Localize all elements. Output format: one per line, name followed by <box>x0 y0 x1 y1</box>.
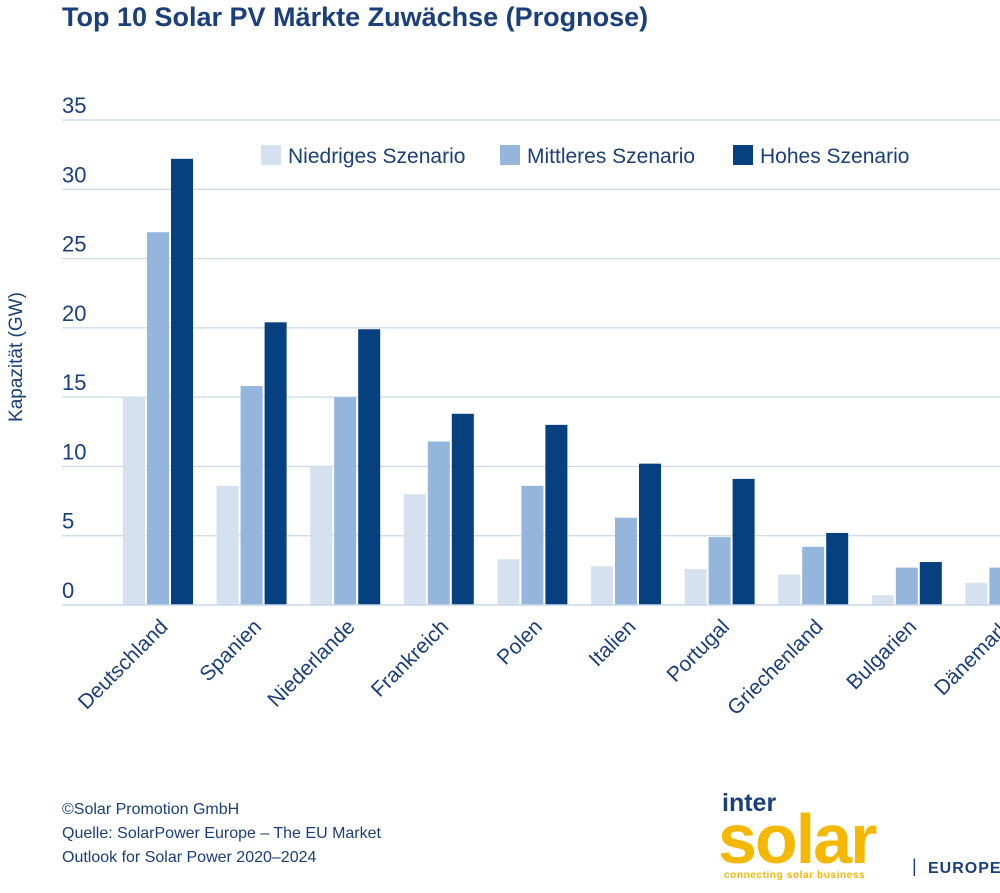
legend-label: Hohes Szenario <box>760 145 909 168</box>
logo-inter-word: inter <box>722 789 776 817</box>
intersolar-europe-logo: inter solar connecting solar business | … <box>718 789 1000 881</box>
logo-separator: | <box>912 856 917 876</box>
bar-spanien-1 <box>240 386 263 605</box>
bar-deutschland-0 <box>123 397 145 605</box>
bar-spanien-0 <box>216 485 239 605</box>
bar-italien-1 <box>615 517 637 605</box>
legend-swatch <box>733 145 753 165</box>
gridlines <box>62 119 1000 537</box>
bar-portugal-2 <box>732 478 755 605</box>
y-tick-label: 35 <box>62 93 86 118</box>
bar-italien-0 <box>591 566 613 605</box>
y-axis-tick-labels: 0 5 10 15 20 25 30 35 <box>62 93 86 603</box>
footer: ©Solar Promotion GmbH Quelle: SolarPower… <box>62 798 381 870</box>
bar-niederlande-1 <box>334 397 357 605</box>
bar-frankreich-0 <box>403 494 426 605</box>
y-axis-label: Kapazität (GW) <box>6 292 27 422</box>
logo-tagline: connecting solar business <box>724 870 865 881</box>
y-tick-label: 0 <box>62 578 74 603</box>
bar-dänemark-0 <box>965 582 988 605</box>
source-text-line-1: Quelle: SolarPower Europe – The EU Marke… <box>62 825 381 842</box>
x-tick-label: Dänemark <box>930 615 1000 700</box>
y-tick-label: 20 <box>62 301 86 326</box>
legend: Niedriges Szenario Mittleres Szenario Hohe… <box>261 145 909 168</box>
bar-chart: 0 5 10 15 20 25 30 35 Kapazität (GW) Deutschlan… <box>6 93 1000 720</box>
bar-frankreich-2 <box>451 413 474 605</box>
chart-title: Top 10 Solar PV Märkte Zuwächse (Prognos… <box>62 2 649 32</box>
x-tick-label: Deutschland <box>74 615 173 714</box>
source-text-line-2: Outlook for Solar Power 2020–2024 <box>62 849 317 866</box>
logo-region-word: EUROPE <box>928 860 1000 877</box>
bar-bulgarien-2 <box>919 562 942 605</box>
x-tick-label: Niederlande <box>263 615 359 711</box>
y-tick-label: 15 <box>62 370 86 395</box>
y-tick-label: 10 <box>62 439 86 464</box>
x-tick-label: Spanien <box>195 615 266 686</box>
bar-niederlande-0 <box>310 466 333 605</box>
bar-bulgarien-1 <box>895 567 918 605</box>
bar-griechenland-2 <box>826 532 849 605</box>
bar-deutschland-2 <box>171 158 193 606</box>
y-tick-label: 25 <box>62 232 86 257</box>
x-tick-label: Portugal <box>663 615 735 687</box>
bar-griechenland-0 <box>778 574 801 605</box>
copyright-text: ©Solar Promotion GmbH <box>62 801 240 818</box>
bar-spanien-2 <box>264 322 287 605</box>
logo-solar-word: solar <box>718 800 877 878</box>
bar-polen-1 <box>521 485 544 605</box>
bar-polen-0 <box>497 559 520 605</box>
x-tick-label: Griechenland <box>723 615 828 720</box>
bar-portugal-0 <box>684 568 707 605</box>
bar-portugal-1 <box>708 537 731 605</box>
x-tick-label: Italien <box>585 615 641 671</box>
legend-swatch <box>261 145 281 165</box>
bar-polen-2 <box>545 424 568 605</box>
bar-italien-2 <box>639 463 661 605</box>
x-tick-label: Polen <box>493 615 547 669</box>
bars <box>123 158 1000 606</box>
legend-label: Niedriges Szenario <box>288 145 465 168</box>
y-tick-label: 5 <box>62 509 74 534</box>
bar-griechenland-1 <box>802 546 825 605</box>
bar-niederlande-2 <box>358 329 381 605</box>
legend-swatch <box>500 145 520 165</box>
bar-bulgarien-0 <box>871 595 894 605</box>
bar-frankreich-1 <box>427 441 450 605</box>
bar-dänemark-1 <box>989 567 1000 605</box>
x-tick-label: Frankreich <box>367 615 453 701</box>
legend-label: Mittleres Szenario <box>527 145 695 168</box>
x-tick-label: Bulgarien <box>842 615 921 694</box>
y-tick-label: 30 <box>62 162 86 187</box>
bar-deutschland-1 <box>147 232 169 605</box>
